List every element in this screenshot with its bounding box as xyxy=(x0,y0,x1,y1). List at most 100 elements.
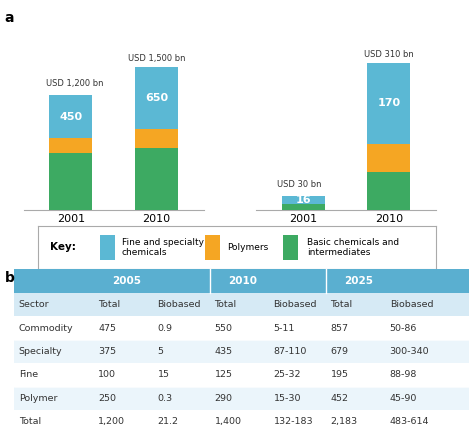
Text: 15-30: 15-30 xyxy=(273,394,301,403)
Bar xyxy=(210,269,326,293)
Text: 475: 475 xyxy=(99,324,117,332)
Text: 2010: 2010 xyxy=(228,276,257,286)
Bar xyxy=(135,129,178,148)
Text: 50-86: 50-86 xyxy=(390,324,417,332)
Bar xyxy=(153,387,210,410)
Text: 375: 375 xyxy=(99,347,117,356)
Bar xyxy=(269,387,326,410)
Text: 435: 435 xyxy=(214,347,233,356)
Text: 300-340: 300-340 xyxy=(390,347,429,356)
Bar xyxy=(326,269,469,293)
Text: 21.2: 21.2 xyxy=(157,417,179,426)
Text: 1,200: 1,200 xyxy=(99,417,126,426)
Text: 452: 452 xyxy=(330,394,348,403)
Bar xyxy=(385,410,469,434)
Text: Biobased: Biobased xyxy=(273,300,317,309)
Text: 125: 125 xyxy=(214,371,232,379)
Text: Commodity: Commodity xyxy=(19,324,73,332)
Bar xyxy=(135,148,178,210)
Text: Key:: Key: xyxy=(50,243,76,252)
Bar xyxy=(94,316,153,340)
Text: 679: 679 xyxy=(330,347,348,356)
Bar xyxy=(385,363,469,387)
Text: Fine: Fine xyxy=(19,371,38,379)
Bar xyxy=(269,293,326,316)
Bar xyxy=(49,138,92,153)
Bar xyxy=(49,153,92,210)
Text: 45-90: 45-90 xyxy=(390,394,417,403)
Text: Fine and specialty
chemicals: Fine and specialty chemicals xyxy=(121,238,203,257)
Text: 100: 100 xyxy=(99,371,117,379)
Text: 2,183: 2,183 xyxy=(330,417,357,426)
Bar xyxy=(14,410,94,434)
Text: 15: 15 xyxy=(157,371,170,379)
Bar xyxy=(210,363,269,387)
Text: a: a xyxy=(5,11,14,25)
Text: Polymers: Polymers xyxy=(227,243,268,252)
Text: 857: 857 xyxy=(330,324,348,332)
Bar xyxy=(14,316,94,340)
Text: Total: Total xyxy=(19,417,41,426)
Text: Total: Total xyxy=(214,300,237,309)
Bar xyxy=(153,293,210,316)
Bar xyxy=(14,269,94,293)
Text: 0.3: 0.3 xyxy=(157,394,173,403)
Bar xyxy=(367,144,410,172)
Text: 550: 550 xyxy=(214,324,232,332)
Text: Sector: Sector xyxy=(19,300,49,309)
Bar xyxy=(385,387,469,410)
Text: 132-183: 132-183 xyxy=(273,417,313,426)
Text: 16: 16 xyxy=(295,195,311,205)
Bar xyxy=(282,196,325,204)
Bar xyxy=(94,363,153,387)
Bar xyxy=(100,235,115,260)
Text: USD 1,200 bn: USD 1,200 bn xyxy=(46,79,104,88)
Bar xyxy=(282,204,325,210)
Bar xyxy=(205,235,220,260)
Text: 5: 5 xyxy=(157,347,164,356)
Text: Biobased: Biobased xyxy=(157,300,201,309)
Bar xyxy=(153,363,210,387)
Text: 2025: 2025 xyxy=(344,276,373,286)
Bar xyxy=(210,410,269,434)
Text: 5-11: 5-11 xyxy=(273,324,295,332)
Bar xyxy=(210,293,269,316)
Bar xyxy=(269,410,326,434)
Text: 170: 170 xyxy=(377,99,401,109)
Text: b: b xyxy=(5,271,15,285)
Bar xyxy=(153,316,210,340)
Bar xyxy=(94,269,210,293)
Text: Total: Total xyxy=(99,300,120,309)
Text: 0.9: 0.9 xyxy=(157,324,173,332)
Text: 2005: 2005 xyxy=(112,276,141,286)
Bar xyxy=(326,293,385,316)
Bar xyxy=(94,387,153,410)
Text: USD 1,500 bn: USD 1,500 bn xyxy=(128,54,185,63)
Bar xyxy=(210,387,269,410)
X-axis label: Biotechnology processes: Biotechnology processes xyxy=(277,230,415,240)
Text: USD 310 bn: USD 310 bn xyxy=(364,50,414,60)
Text: Total: Total xyxy=(330,300,353,309)
Text: 25-32: 25-32 xyxy=(273,371,301,379)
Text: 290: 290 xyxy=(214,394,232,403)
Bar xyxy=(367,63,410,144)
Bar xyxy=(269,340,326,363)
Text: Basic chemicals and
intermediates: Basic chemicals and intermediates xyxy=(307,238,399,257)
Bar xyxy=(385,316,469,340)
Bar xyxy=(385,293,469,316)
Bar xyxy=(326,316,385,340)
Bar xyxy=(49,95,92,138)
Bar xyxy=(283,235,298,260)
Bar xyxy=(94,410,153,434)
Text: 650: 650 xyxy=(145,93,168,102)
Bar xyxy=(135,67,178,129)
Text: 88-98: 88-98 xyxy=(390,371,417,379)
Bar xyxy=(210,316,269,340)
Text: 195: 195 xyxy=(330,371,348,379)
Bar xyxy=(326,340,385,363)
Bar xyxy=(210,340,269,363)
Text: Specialty: Specialty xyxy=(19,347,63,356)
Text: 483-614: 483-614 xyxy=(390,417,429,426)
Bar xyxy=(94,293,153,316)
Bar xyxy=(326,363,385,387)
